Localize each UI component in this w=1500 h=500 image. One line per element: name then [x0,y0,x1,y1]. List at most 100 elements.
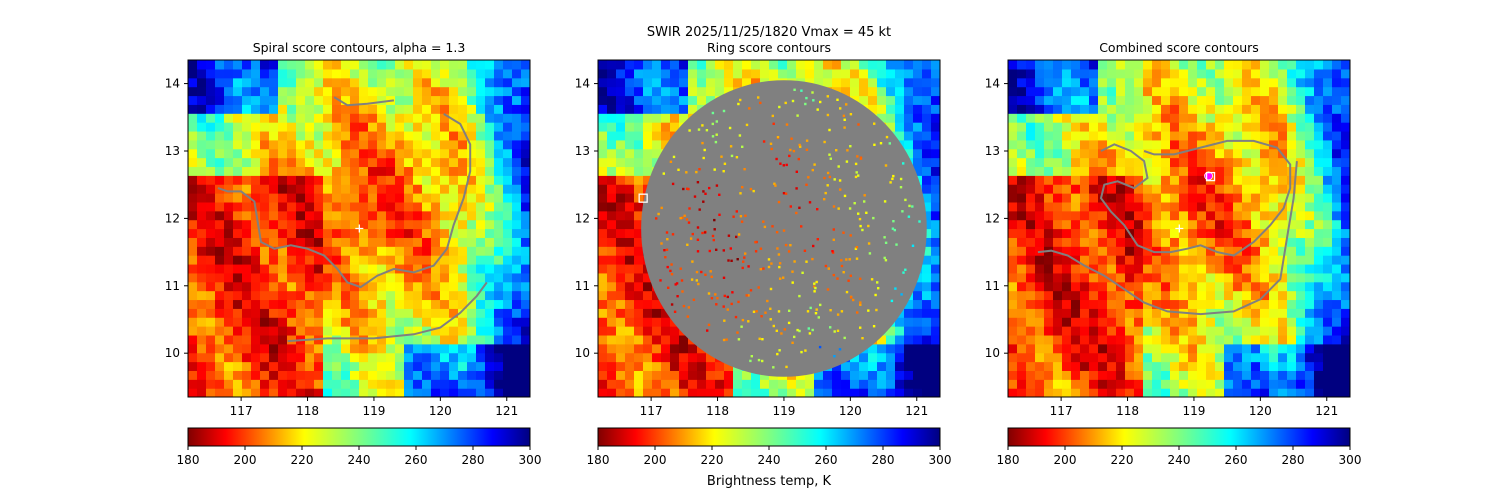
heatmap-cell [1080,175,1090,185]
heatmap-cell [413,379,423,389]
heatmap-cell [332,219,342,230]
heatmap-cell [1026,272,1036,283]
heatmap-cell [1035,281,1045,292]
heatmap-cell [904,370,914,380]
heatmap-cell [1098,148,1108,159]
heatmap-cell [616,175,626,185]
heatmap-cell [287,157,297,168]
heatmap-cell [1341,228,1350,238]
heatmap-cell [296,228,306,238]
heatmap-cell [422,193,432,203]
heatmap-cell [1071,104,1081,114]
heatmap-cell [1278,370,1288,380]
heatmap-cell [661,68,671,79]
heatmap-cell [1323,281,1333,292]
heatmap-cell [386,237,396,247]
heatmap-cell [467,263,477,274]
heatmap-cell [1071,317,1081,327]
heatmap-cell [278,228,288,238]
heatmap-cell [715,388,725,397]
heatmap-cell [1089,317,1099,327]
heatmap-cell [314,290,324,301]
heatmap-cell [269,388,279,397]
heatmap-cell [1305,104,1315,114]
heatmap-cell [485,130,495,141]
heatmap-cell [697,388,707,397]
heatmap-cell [1242,263,1252,274]
heatmap-cell [458,113,468,123]
ring-gap [675,282,679,285]
heatmap-cell [1314,122,1324,132]
heatmap-cell [197,361,207,371]
heatmap-cell [1053,201,1063,212]
heatmap-cell [1314,139,1324,150]
ring-contour-mass [641,80,927,377]
heatmap-cell [1323,326,1333,336]
heatmap-cell [1017,343,1027,354]
heatmap-cell [1098,219,1108,230]
heatmap-cell [1116,246,1126,256]
heatmap-cell [494,77,504,88]
heatmap-cell [1143,255,1153,265]
heatmap-cell [1332,193,1342,203]
heatmap-cell [1107,184,1117,194]
ring-gap [710,297,714,300]
heatmap-cell [314,317,324,327]
heatmap-cell [1260,193,1270,203]
heatmap-cell [503,60,513,70]
heatmap-cell [1008,86,1018,97]
heatmap-cell [305,352,315,363]
heatmap-cell [661,361,671,371]
heatmap-cell [1008,308,1018,318]
ring-gap [873,122,876,125]
heatmap-cell [1341,219,1350,230]
heatmap-cell [296,95,306,105]
heatmap-cell [287,263,297,274]
heatmap-cell [1143,104,1153,114]
heatmap-cell [1080,361,1090,371]
heatmap-cell [643,379,653,389]
heatmap-cell [278,255,288,265]
heatmap-cell [634,263,644,274]
heatmap-cell [1314,290,1324,301]
heatmap-cell [1008,113,1018,123]
ring-gap [775,157,778,161]
contour-line [1099,139,1292,257]
heatmap-cell [1341,388,1350,397]
heatmap-cell [1242,343,1252,354]
heatmap-cell [404,255,414,265]
heatmap-cell [224,95,234,105]
heatmap-cell [323,130,333,141]
heatmap-cell [350,281,360,292]
heatmap-cell [332,388,342,397]
heatmap-cell [512,379,522,389]
heatmap-cell [359,184,369,194]
heatmap-cell [1332,228,1342,238]
heatmap-cell [1026,299,1036,309]
heatmap-cell [922,255,932,265]
heatmap-cell [1179,352,1189,363]
heatmap-cell [242,272,252,283]
heatmap-cell [1296,334,1306,345]
heatmap-cell [1080,343,1090,354]
heatmap-cell [1215,68,1225,79]
heatmap-cell [607,175,617,185]
heatmap-cell [485,166,495,176]
heatmap-cell [233,166,243,176]
heatmap-cell [305,113,315,123]
heatmap-cell [733,388,743,397]
ring-gap [665,231,669,234]
colorbar-tick-label: 200 [644,453,667,467]
heatmap-cell [197,113,207,123]
heatmap-cell [269,334,279,345]
heatmap-cell [494,326,504,336]
heatmap-cell [359,148,369,159]
heatmap-cell [1062,60,1072,70]
heatmap-cell [233,308,243,318]
heatmap-cell [206,326,216,336]
heatmap-cell [233,77,243,88]
heatmap-cell [269,370,279,380]
heatmap-cell [269,68,279,79]
heatmap-cell [625,139,635,150]
heatmap-cell [1080,122,1090,132]
